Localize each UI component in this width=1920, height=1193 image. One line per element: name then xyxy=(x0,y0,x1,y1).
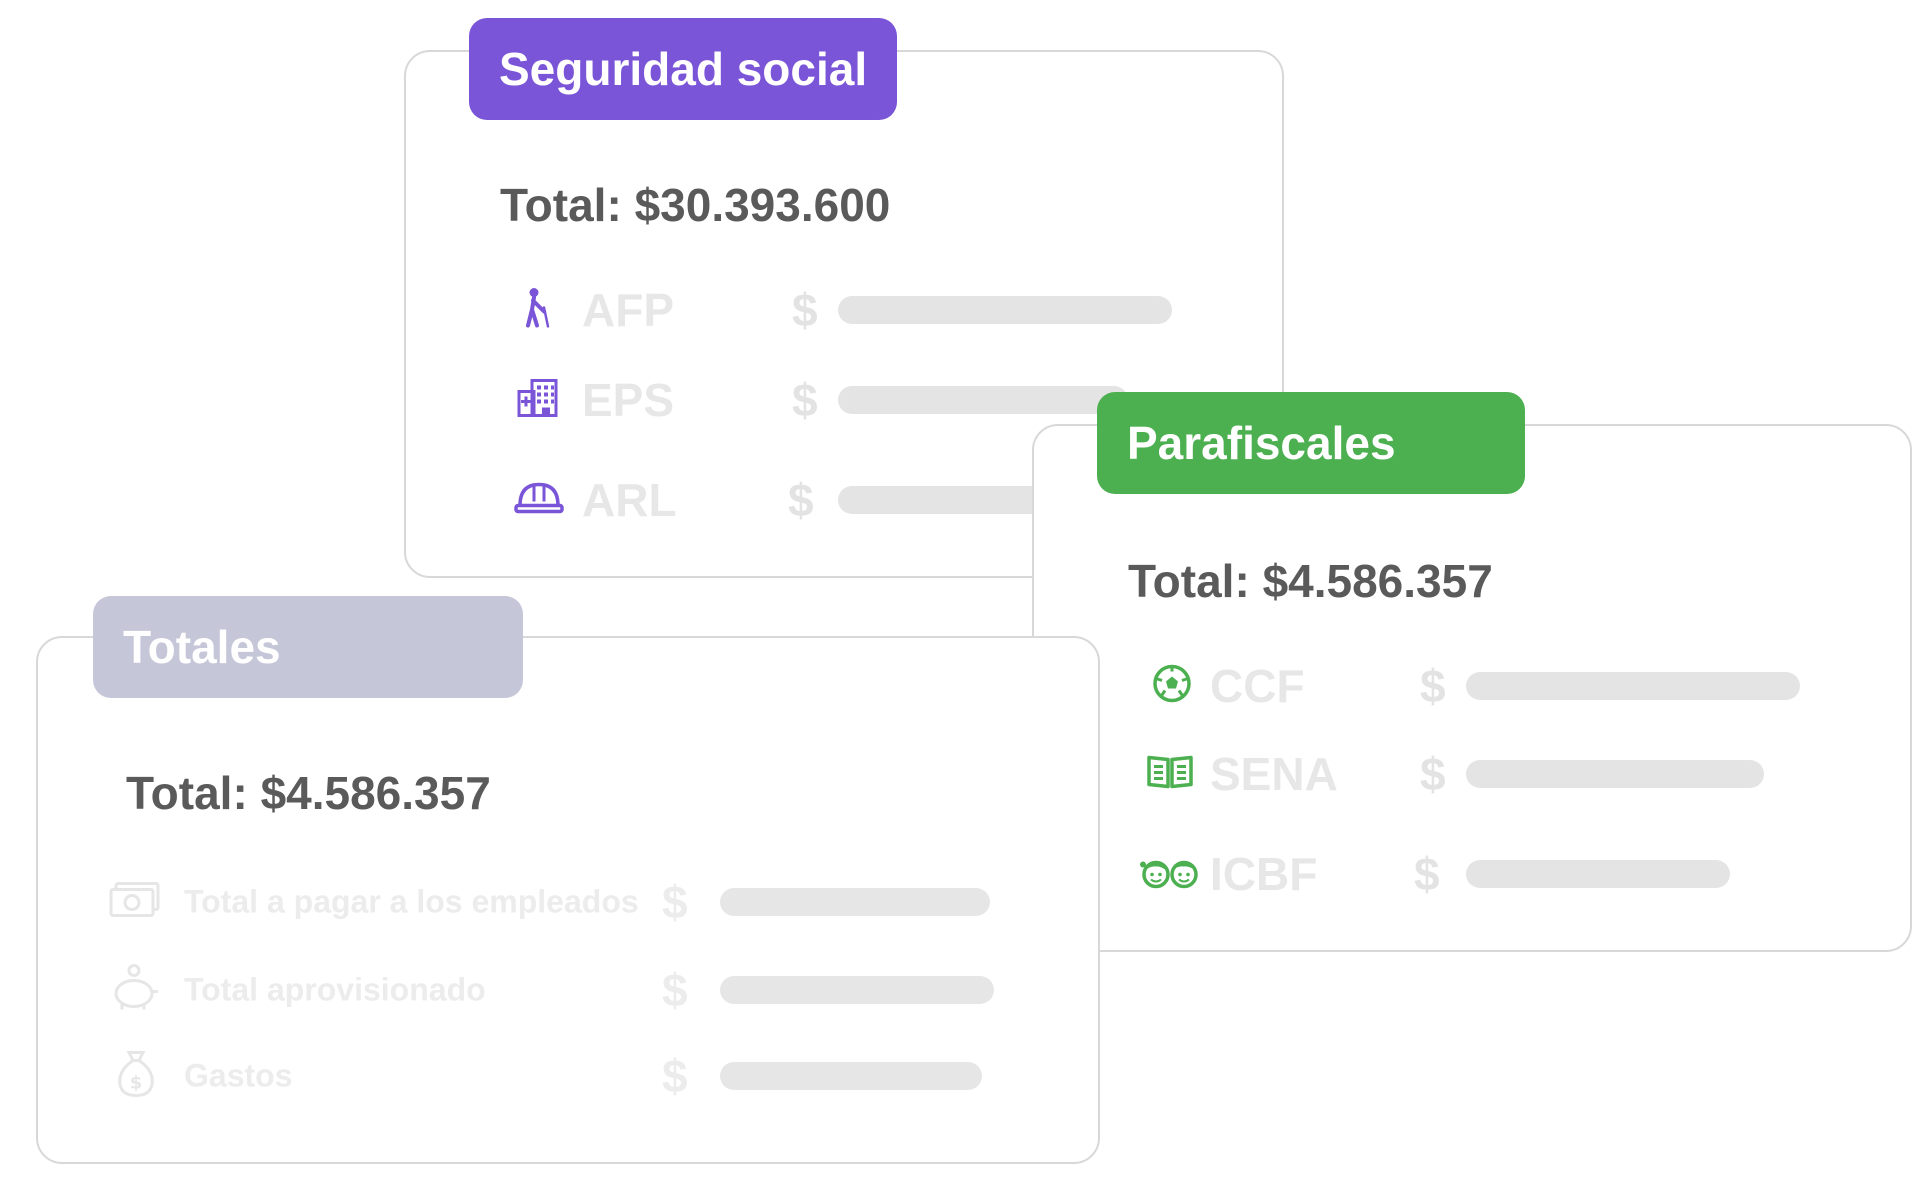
icbf-value-placeholder xyxy=(1466,860,1730,888)
afp-value-placeholder xyxy=(838,296,1172,324)
seguridad-social-title: Seguridad social xyxy=(499,43,868,95)
money-icon xyxy=(108,880,162,925)
money-bag-icon: $ xyxy=(114,1049,158,1104)
ccf-row: CCF $ xyxy=(1034,656,1910,716)
sena-label: SENA xyxy=(1210,748,1338,800)
elderly-person-icon xyxy=(520,288,550,333)
gastos-currency: $ xyxy=(662,1050,688,1102)
total-pagar-currency: $ xyxy=(662,876,688,928)
totales-tab: Totales xyxy=(93,596,523,698)
sena-value-placeholder xyxy=(1466,760,1764,788)
sena-row: SENA $ xyxy=(1034,744,1910,804)
total-pagar-label: Total a pagar a los empleados xyxy=(184,883,639,920)
total-pagar-row: Total a pagar a los empleados $ xyxy=(38,872,1098,932)
seguridad-total: Total: $30.393.600 xyxy=(500,179,891,231)
afp-label: AFP xyxy=(582,284,674,336)
seguridad-social-tab: Seguridad social xyxy=(469,18,897,120)
arl-currency: $ xyxy=(788,474,814,526)
hard-hat-icon xyxy=(514,480,564,521)
total-aprovisionado-row: Total aprovisionado $ xyxy=(38,960,1098,1020)
ccf-currency: $ xyxy=(1420,660,1446,712)
ccf-value-placeholder xyxy=(1466,672,1800,700)
ccf-label: CCF xyxy=(1210,660,1305,712)
gastos-value-placeholder xyxy=(720,1062,982,1090)
totales-card: Total: $4.586.357 Total a pagar a los em… xyxy=(36,636,1100,1164)
totales-total: Total: $4.586.357 xyxy=(126,767,491,819)
total-aprovisionado-currency: $ xyxy=(662,964,688,1016)
eps-row: EPS $ xyxy=(406,370,1282,430)
hospital-icon xyxy=(516,378,560,423)
total-aprovisionado-label: Total aprovisionado xyxy=(184,971,486,1008)
open-book-icon xyxy=(1146,754,1194,795)
icbf-currency: $ xyxy=(1414,848,1440,900)
svg-text:$: $ xyxy=(130,1073,143,1094)
eps-label: EPS xyxy=(582,374,675,426)
icbf-row: ICBF $ xyxy=(1034,844,1910,904)
seguridad-social-card: Total: $30.393.600 AFP $ xyxy=(404,50,1284,578)
eps-currency: $ xyxy=(792,374,818,426)
gastos-row: $ Gastos $ xyxy=(38,1046,1098,1106)
gastos-label: Gastos xyxy=(184,1057,293,1094)
parafiscales-tab: Parafiscales xyxy=(1097,392,1525,494)
sena-currency: $ xyxy=(1420,748,1446,800)
eps-value-placeholder xyxy=(838,386,1128,414)
total-aprovisionado-value-placeholder xyxy=(720,976,994,1004)
total-pagar-value-placeholder xyxy=(720,888,990,916)
piggy-bank-icon xyxy=(110,964,160,1017)
afp-currency: $ xyxy=(792,284,818,336)
totales-title: Totales xyxy=(123,621,281,673)
icbf-label: ICBF xyxy=(1210,848,1318,900)
parafiscales-total: Total: $4.586.357 xyxy=(1128,555,1493,607)
soccer-ball-icon xyxy=(1152,664,1192,709)
parafiscales-title: Parafiscales xyxy=(1127,417,1396,469)
parafiscales-card: Total: $4.586.357 CCF $ SENA $ xyxy=(1032,424,1912,952)
children-icon xyxy=(1140,854,1200,895)
afp-row: AFP $ xyxy=(406,280,1282,340)
arl-label: ARL xyxy=(582,474,677,526)
